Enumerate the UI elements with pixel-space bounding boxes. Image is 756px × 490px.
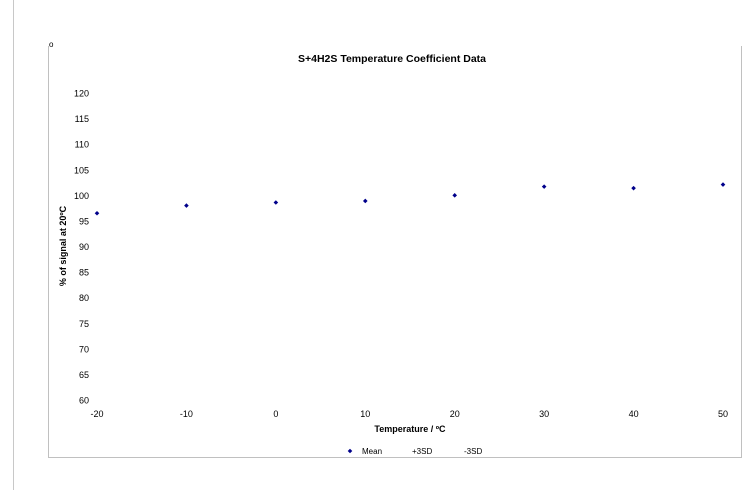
legend-item: Mean <box>347 447 382 456</box>
y-tick-label: 80 <box>79 293 89 303</box>
y-tick-label: 115 <box>75 114 89 124</box>
mean-data-point <box>720 182 726 187</box>
legend-label: +3SD <box>412 447 432 456</box>
mean-data-point <box>94 210 100 216</box>
x-axis-ticks: -20 -10 0 10 20 30 40 50 <box>90 409 728 419</box>
y-tick-label: 95 <box>79 216 89 226</box>
y-tick-label: 90 <box>79 242 89 252</box>
x-tick-label: 50 <box>718 409 728 419</box>
chart-frame <box>48 46 742 458</box>
mean-data-point <box>631 185 636 191</box>
x-tick-label: 10 <box>360 409 370 419</box>
mean-series-points <box>94 182 726 216</box>
stray-mark: o <box>49 40 54 49</box>
x-tick-label: 40 <box>629 409 639 419</box>
mean-data-point <box>184 203 189 208</box>
x-tick-label: 20 <box>450 409 460 419</box>
mean-data-point <box>362 198 368 204</box>
y-tick-label: 85 <box>79 268 89 278</box>
legend-item: -3SD <box>464 447 482 456</box>
x-axis-label: Temperature / ºC <box>374 424 446 434</box>
x-tick-label: 30 <box>539 409 549 419</box>
x-tick-label: 0 <box>273 409 278 419</box>
y-axis-ticks: 60 65 70 75 80 85 90 95 100 105 110 115 120 <box>74 89 89 406</box>
mean-data-point <box>541 184 547 189</box>
mean-data-point <box>452 193 458 198</box>
legend-label: Mean <box>362 447 382 456</box>
y-tick-label: 75 <box>79 319 89 329</box>
y-axis-label: % of signal at 20ºC <box>58 205 68 286</box>
y-tick-label: 100 <box>74 191 89 201</box>
y-tick-label: 105 <box>74 165 89 175</box>
page-left-border <box>13 0 14 490</box>
y-tick-label: 120 <box>74 89 89 99</box>
x-tick-label: -20 <box>90 409 103 419</box>
legend-item: +3SD <box>412 447 432 456</box>
y-tick-label: 110 <box>75 140 89 150</box>
mean-data-point <box>273 200 279 205</box>
y-tick-label: 65 <box>79 370 89 380</box>
chart-title: S+4H2S Temperature Coefficient Data <box>298 53 486 65</box>
x-tick-label: -10 <box>180 409 193 419</box>
legend-label: -3SD <box>464 447 482 456</box>
legend: Mean +3SD -3SD <box>347 447 482 456</box>
y-tick-label: 60 <box>79 396 89 406</box>
legend-marker <box>347 448 353 454</box>
y-tick-label: 70 <box>79 344 89 354</box>
